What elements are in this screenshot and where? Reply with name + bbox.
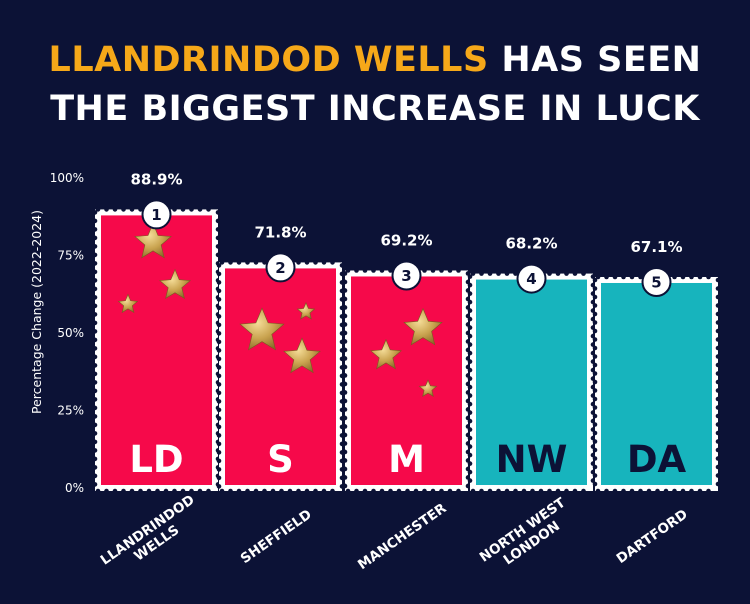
rank-badge: [641, 266, 672, 297]
title-line-1: LLANDRINDOD WELLS HAS SEEN: [0, 36, 750, 85]
bar-group: 2 71.8% S SHEFFIELD: [216, 223, 345, 567]
rank-badge: [265, 252, 296, 283]
bar-abbreviation: M: [388, 438, 425, 481]
title-highlight: LLANDRINDOD WELLS: [48, 40, 489, 80]
rank-badge: [516, 263, 547, 294]
star-icon: [403, 307, 443, 346]
bar-group: 1 88.9% LD LLANDRINDODWELLS: [92, 170, 221, 582]
category-label-line: MANCHESTER: [355, 500, 450, 573]
bar-group: 3 69.2% M MANCHESTER: [342, 231, 471, 573]
bar-group: 4 68.2% NW NORTH WESTLONDON: [467, 235, 596, 578]
star-icon: [283, 337, 321, 374]
data-label: 67.1%: [630, 238, 682, 256]
star-icon: [239, 307, 285, 351]
star-icon: [159, 268, 191, 300]
bar-group: 5 67.1% DA DARTFORD: [592, 238, 721, 567]
rank-badge: [141, 199, 172, 230]
data-label: 71.8%: [254, 223, 306, 241]
rank-number: 1: [151, 206, 161, 224]
bar: [101, 215, 212, 485]
star-icon: [134, 222, 172, 259]
y-tick-label: 25%: [57, 404, 84, 418]
star-icon: [370, 338, 402, 370]
rank-badge: [391, 260, 422, 291]
category-label-line: SHEFFIELD: [238, 506, 315, 567]
bar: [476, 279, 587, 485]
y-tick-label: 75%: [57, 249, 84, 263]
rank-number: 4: [526, 270, 536, 288]
y-tick-label: 0%: [65, 481, 84, 495]
bar-abbreviation: NW: [496, 438, 568, 481]
bar-abbreviation: DA: [627, 438, 687, 481]
bar: [601, 282, 712, 485]
data-label: 68.2%: [505, 235, 557, 253]
bar-perforation: [467, 271, 596, 494]
chart-title: LLANDRINDOD WELLS HAS SEEN THE BIGGEST I…: [0, 36, 750, 134]
data-label: 88.9%: [130, 170, 182, 188]
y-tick-label: 50%: [57, 326, 84, 340]
star-icon: [117, 293, 139, 314]
rank-number: 3: [401, 267, 411, 285]
category-label: MANCHESTER: [355, 500, 450, 573]
y-axis-label: Percentage Change (2022-2024): [29, 210, 44, 414]
y-tick-label: 100%: [50, 171, 84, 185]
bar-perforation: [216, 260, 345, 494]
rank-number: 2: [275, 259, 285, 277]
bar: [225, 268, 336, 485]
bar-abbreviation: LD: [129, 438, 183, 481]
rank-number: 5: [651, 273, 661, 291]
title-line-2: THE BIGGEST INCREASE IN LUCK: [50, 89, 700, 129]
category-label: NORTH WESTLONDON: [477, 494, 579, 578]
star-icon: [296, 301, 316, 320]
category-label: LLANDRINDODWELLS: [98, 492, 207, 582]
star-icon: [418, 379, 438, 398]
category-label: SHEFFIELD: [238, 506, 315, 567]
bar-abbreviation: S: [267, 438, 294, 481]
title-line-1-rest: HAS SEEN: [488, 40, 702, 80]
bar: [351, 276, 462, 485]
category-label: DARTFORD: [614, 506, 691, 567]
category-label-line: DARTFORD: [614, 506, 691, 567]
data-label: 69.2%: [380, 231, 432, 249]
